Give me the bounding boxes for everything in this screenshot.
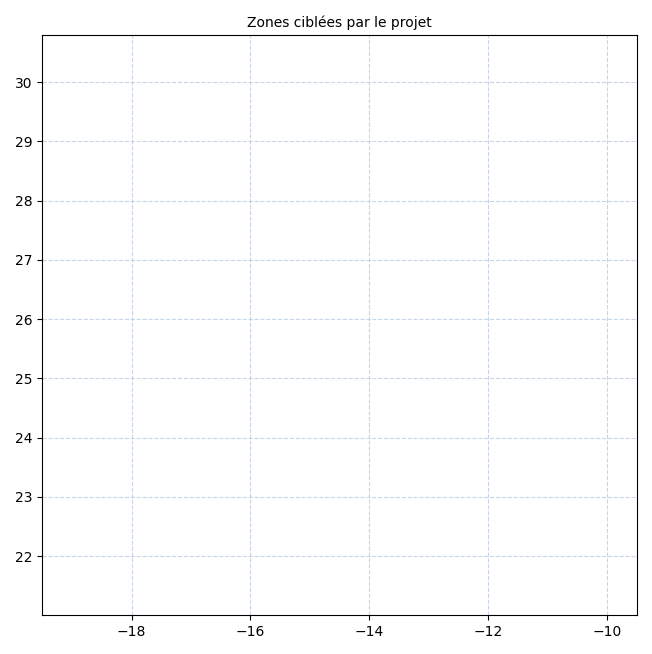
Title: Zones ciblées par le projet: Zones ciblées par le projet: [247, 15, 432, 29]
